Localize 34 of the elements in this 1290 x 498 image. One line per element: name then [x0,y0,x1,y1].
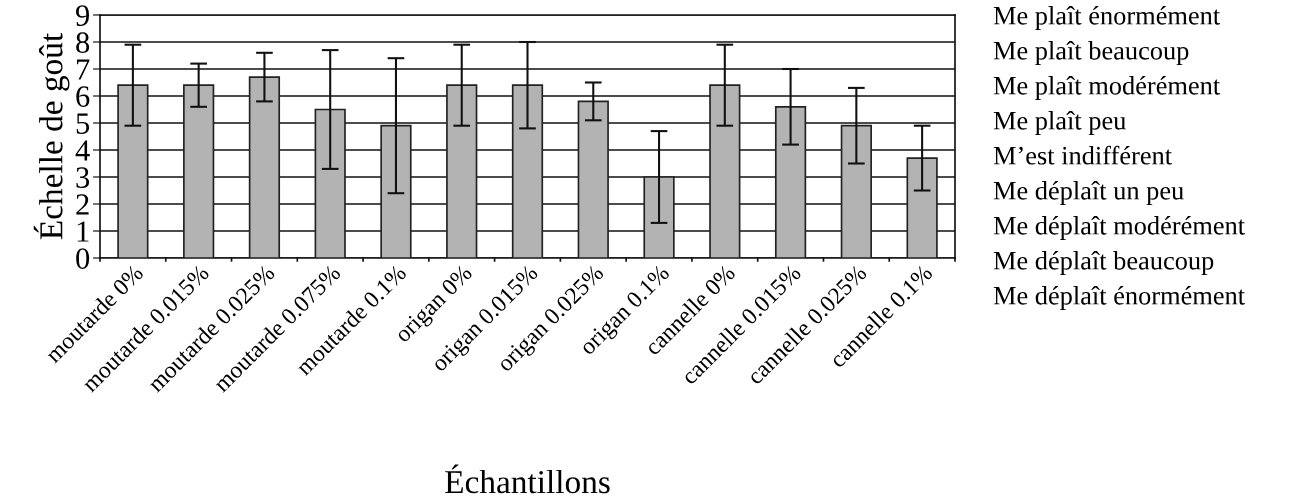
bar [709,84,741,258]
text: Me plaît énormément [993,6,1221,30]
y-tick-label: 6 [76,86,90,107]
y-tick-label: 1 [77,221,89,242]
y-tick-label: 5 [76,113,90,134]
y-tick-label: 7 [77,59,90,80]
bar [380,124,412,258]
bar [117,84,149,258]
bar [774,105,807,258]
text: Me plaît beaucoup [993,41,1189,65]
bar [248,76,281,258]
bar [511,84,544,258]
text: Me plaît modérément [993,76,1221,100]
bar [314,108,346,258]
y-tick-label: 4 [75,140,90,161]
text: Me déplaît beaucoup [993,251,1214,275]
y-tick-label: 0 [76,248,90,269]
text: Me déplaît énormément [993,286,1245,310]
y-tick-label: 9 [75,5,90,26]
text: Me plaît peu [993,111,1126,135]
bar [906,157,938,258]
bar [643,176,675,258]
x-axis-title: Échantillons [445,464,610,494]
y-tick-label: 8 [76,32,90,53]
bar [183,84,215,258]
bar [577,100,609,258]
text: Me déplaît modérément [993,216,1245,240]
text: Me déplaît un peu [993,181,1184,205]
y-tick-label: 2 [76,194,89,215]
bar [840,124,872,258]
bar [446,84,478,258]
y-axis-title: Échelle de goût [33,33,70,240]
text: M’est indifférent [993,145,1172,165]
y-tick-label: 3 [76,167,90,188]
